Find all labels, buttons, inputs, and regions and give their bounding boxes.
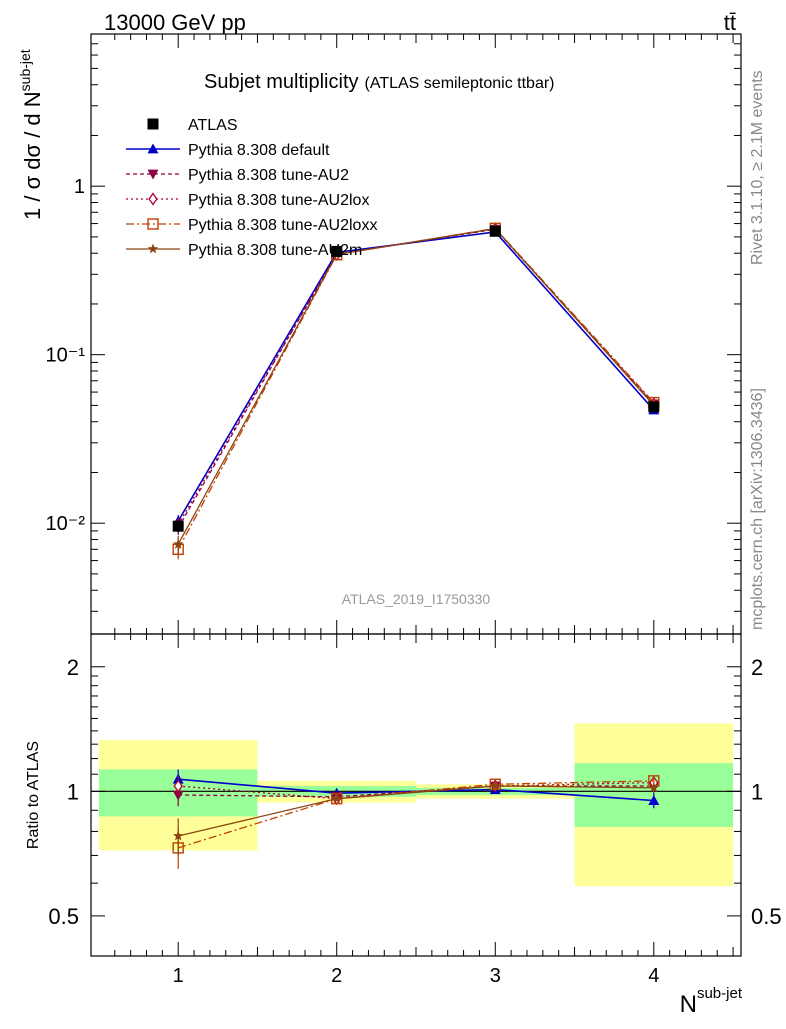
plot-title-sub: (ATLAS semileptonic ttbar) xyxy=(365,75,555,92)
ratio-point-au2lox xyxy=(173,779,183,793)
series-atlas-data xyxy=(172,225,660,533)
legend-entry-data: ATLAS xyxy=(147,117,238,134)
plot-title-main: Subjet multiplicity xyxy=(204,71,359,93)
data-point xyxy=(331,245,343,257)
upper-y-axis-label-sup: sub-jet xyxy=(17,49,33,91)
legend-entry-au2m: Pythia 8.308 tune-AU2m xyxy=(126,242,362,259)
series-line-au2m xyxy=(177,227,655,545)
legend-marker-au2loxx xyxy=(147,218,159,230)
ratio-line-au2m xyxy=(178,785,654,837)
data-point xyxy=(648,401,660,413)
plot-title: Subjet multiplicity (ATLAS semileptonic t… xyxy=(204,71,555,93)
series-au2lox xyxy=(173,222,659,532)
series-au2 xyxy=(172,224,660,536)
analysis-label: ATLAS_2019_I1750330 xyxy=(342,591,491,607)
ratio-point-default xyxy=(648,795,660,805)
legend-label-au2lox: Pythia 8.308 tune-AU2lox xyxy=(188,192,369,209)
upper-y-tick-label: 10⁻¹ xyxy=(46,345,86,367)
upper-y-axis-label-base: 1 / σ dσ / d N xyxy=(20,91,45,220)
x-axis-label-sup: sub-jet xyxy=(697,985,743,1002)
ratio-y-tick-label-left: 2 xyxy=(67,655,79,680)
data-point xyxy=(489,225,501,237)
ratio-panel: 2 2 1 1 0.5 0.5 1 2 3 4 xyxy=(48,633,782,987)
legend-marker-au2m xyxy=(147,243,159,254)
ratio-line-au2 xyxy=(178,785,654,798)
legend: ATLAS Pythia 8.308 default Pythia 8.308 tu… xyxy=(126,117,377,259)
ratio-point-au2m xyxy=(331,793,342,804)
series-line-au2lox xyxy=(177,228,655,526)
energy-label: 13000 GeV pp xyxy=(104,10,246,35)
upper-y-axis-label: 1 / σ dσ / d Nsub-jet xyxy=(17,49,45,220)
legend-marker-au2lox xyxy=(148,192,158,206)
legend-entry-default: Pythia 8.308 default xyxy=(126,142,330,159)
legend-label-default: Pythia 8.308 default xyxy=(188,142,330,159)
upper-y-tick-label: 1 xyxy=(74,176,85,198)
rivet-version-label: Rivet 3.1.10, ≥ 2.1M events xyxy=(749,70,766,265)
process-label: tt̄ xyxy=(724,10,736,35)
x-tick-label: 4 xyxy=(648,965,659,987)
ratio-point-au2loxx xyxy=(489,778,501,790)
legend-label-au2m: Pythia 8.308 tune-AU2m xyxy=(188,242,362,259)
mcplots-label: mcplots.cern.ch [arXiv:1306.3436] xyxy=(749,388,766,630)
legend-label-au2loxx: Pythia 8.308 tune-AU2loxx xyxy=(188,217,377,234)
ratio-line-au2loxx xyxy=(178,780,654,849)
x-axis-label: Nsub-jet xyxy=(680,985,743,1018)
series-au2loxx xyxy=(172,222,660,560)
ratio-y-tick-label-left: 0.5 xyxy=(48,904,79,929)
legend-label-au2: Pythia 8.308 tune-AU2 xyxy=(188,167,349,184)
series-point-au2m xyxy=(173,538,184,549)
upper-panel: 1 10⁻¹ 10⁻² xyxy=(46,33,742,635)
ratio-y-tick-label-right: 0.5 xyxy=(751,904,782,929)
series-default xyxy=(172,226,660,528)
x-tick-label: 2 xyxy=(331,965,342,987)
upper-y-tick-label: 10⁻² xyxy=(46,513,86,535)
series-line-au2 xyxy=(177,228,655,529)
legend-marker-au2 xyxy=(147,169,159,180)
legend-marker-default xyxy=(147,143,159,154)
ratio-point-au2m xyxy=(490,780,501,791)
data-point xyxy=(172,520,184,532)
ratio-point-au2m xyxy=(173,830,184,841)
series-line-default xyxy=(177,231,655,522)
ratio-y-axis-label: Ratio to ATLAS xyxy=(25,741,42,849)
legend-entry-au2lox: Pythia 8.308 tune-AU2lox xyxy=(126,192,369,209)
x-tick-label: 1 xyxy=(173,965,184,987)
ratio-y-tick-label-left: 1 xyxy=(67,779,79,804)
ratio-y-tick-label-right: 1 xyxy=(751,779,763,804)
legend-entry-au2: Pythia 8.308 tune-AU2 xyxy=(126,167,349,184)
ratio-y-tick-label-right: 2 xyxy=(751,655,763,680)
legend-marker-data xyxy=(147,118,159,130)
legend-label-data: ATLAS xyxy=(188,117,238,134)
x-tick-label: 3 xyxy=(490,965,501,987)
legend-entry-au2loxx: Pythia 8.308 tune-AU2loxx xyxy=(126,217,377,234)
x-axis-label-base: N xyxy=(680,991,697,1018)
ratio-point-au2m xyxy=(648,782,659,793)
series-au2m xyxy=(173,223,659,554)
ratio-series-au2m xyxy=(173,780,659,856)
series-line-au2loxx xyxy=(177,227,655,550)
